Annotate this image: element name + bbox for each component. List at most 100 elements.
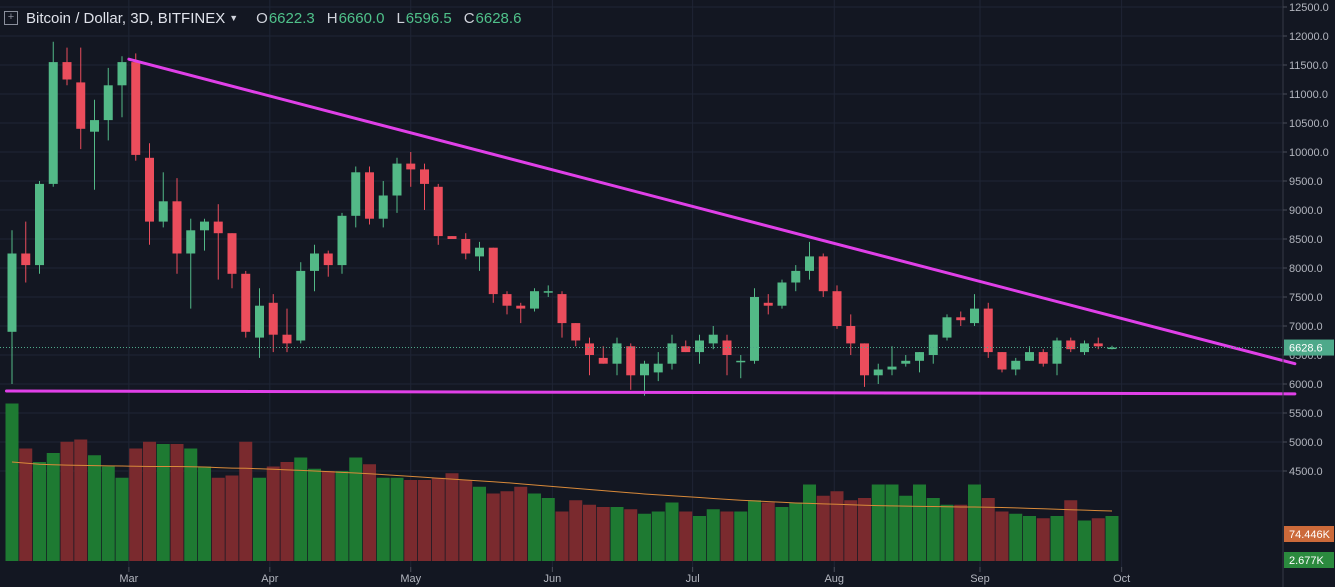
candle-body [172,201,182,254]
volume-bar [816,495,830,561]
volume-bar [569,500,583,561]
volume-badge-bg [1284,552,1334,568]
candle-body [818,256,828,292]
volume-bar [225,475,239,561]
candle-body [1038,352,1048,364]
candle-body [1011,360,1021,370]
x-tick-label: Apr [261,573,278,585]
candle-body [928,334,938,355]
high-value: 6660.0 [338,9,385,27]
volume-bar [60,441,74,561]
y-tick-label: 12500.0 [1289,2,1329,14]
candle-body [736,360,746,363]
low-value: 6596.5 [405,9,452,27]
candle-body [378,195,388,219]
volume-bar [266,466,280,561]
candle-body [488,247,498,295]
close-value: 6628.6 [475,9,522,27]
volume-bar [514,486,528,561]
volume-bar [46,453,60,561]
volume-bar [349,457,363,561]
trendline [5,389,1297,396]
candle-body [750,297,759,361]
volume-badge: 2.677K [1289,555,1325,567]
collapse-icon[interactable]: + [4,11,18,25]
volume-bar [294,457,308,561]
candle-body [571,323,581,341]
candle-body [543,291,553,293]
symbol-title[interactable]: Bitcoin / Dollar, 3D, BITFINEX [26,9,226,27]
volume-bar [115,477,129,561]
volume-bar [239,441,253,561]
last-price-badge-bg [1284,339,1334,356]
volume-bar [858,498,871,561]
volume-bar [431,477,445,561]
volume-bar [610,507,624,561]
candle-body [323,253,333,266]
candle-body [1107,347,1117,350]
candle-body [406,163,416,170]
volume-bar [211,477,225,561]
volume-bar [280,462,294,561]
x-tick-label: Jul [686,573,700,585]
candle-body [158,201,168,222]
candle-body [241,273,251,332]
candle-body [365,172,374,219]
candle-body [282,334,292,344]
volume-bar [940,504,954,561]
volume-bar [1023,516,1036,561]
candle-body [805,256,814,271]
y-tick-label: 11000.0 [1289,89,1328,101]
volume-bar [555,511,569,561]
candle-body [433,186,443,237]
volume-bar [321,471,335,561]
candle-body [873,369,883,376]
volume-bar [775,507,789,561]
x-tick-label: Jun [544,573,562,585]
volume-bar [913,484,926,561]
y-tick-label: 10000.0 [1289,147,1329,159]
volume-bar [693,516,706,561]
volume-bar [1050,516,1064,561]
candle-body [1052,340,1062,364]
x-tick-label: May [400,573,421,585]
candle-body [296,270,306,341]
candle-body [708,334,718,344]
time-axis[interactable]: Mar Apr May Jun Jul Aug Sep Oct [119,567,1130,585]
volume-bar [706,509,720,561]
y-tick-label: 10500.0 [1289,118,1329,130]
y-tick-label: 8500.0 [1289,234,1323,246]
volume-bar [445,473,459,561]
trendlines[interactable] [5,57,1297,396]
candle-body [461,239,471,254]
volume-bar [830,491,844,561]
volume-bar [926,498,940,561]
candle-body [227,233,237,274]
candle-body [997,352,1007,370]
volume-bar [308,468,321,561]
candle-body [887,366,897,370]
chevron-down-icon[interactable]: ▼ [229,13,239,23]
y-tick-label: 4500.0 [1289,466,1323,478]
volume-moving-average [11,461,1113,512]
volume-ma-badge-bg [1284,526,1334,542]
volume-bar [101,466,115,561]
candle-body [200,221,209,231]
candle-body [1080,343,1089,353]
candle-body [832,291,842,326]
volume-bar [88,455,101,561]
candle-body [667,343,677,364]
price-axis[interactable]: 12500.0 12000.0 11500.0 11000.0 10500.0 10000… [1282,0,1329,587]
volume-bar [1009,513,1023,561]
volume-bar [129,448,143,561]
candle-body [777,282,787,306]
candle-body [310,253,319,271]
trendline [127,57,1297,366]
volume-bar [541,498,555,561]
volume-bar [899,495,913,561]
volume-bar [5,403,19,561]
volume-bar [33,462,46,561]
candle-body [502,294,512,306]
volume-bar [871,484,885,561]
